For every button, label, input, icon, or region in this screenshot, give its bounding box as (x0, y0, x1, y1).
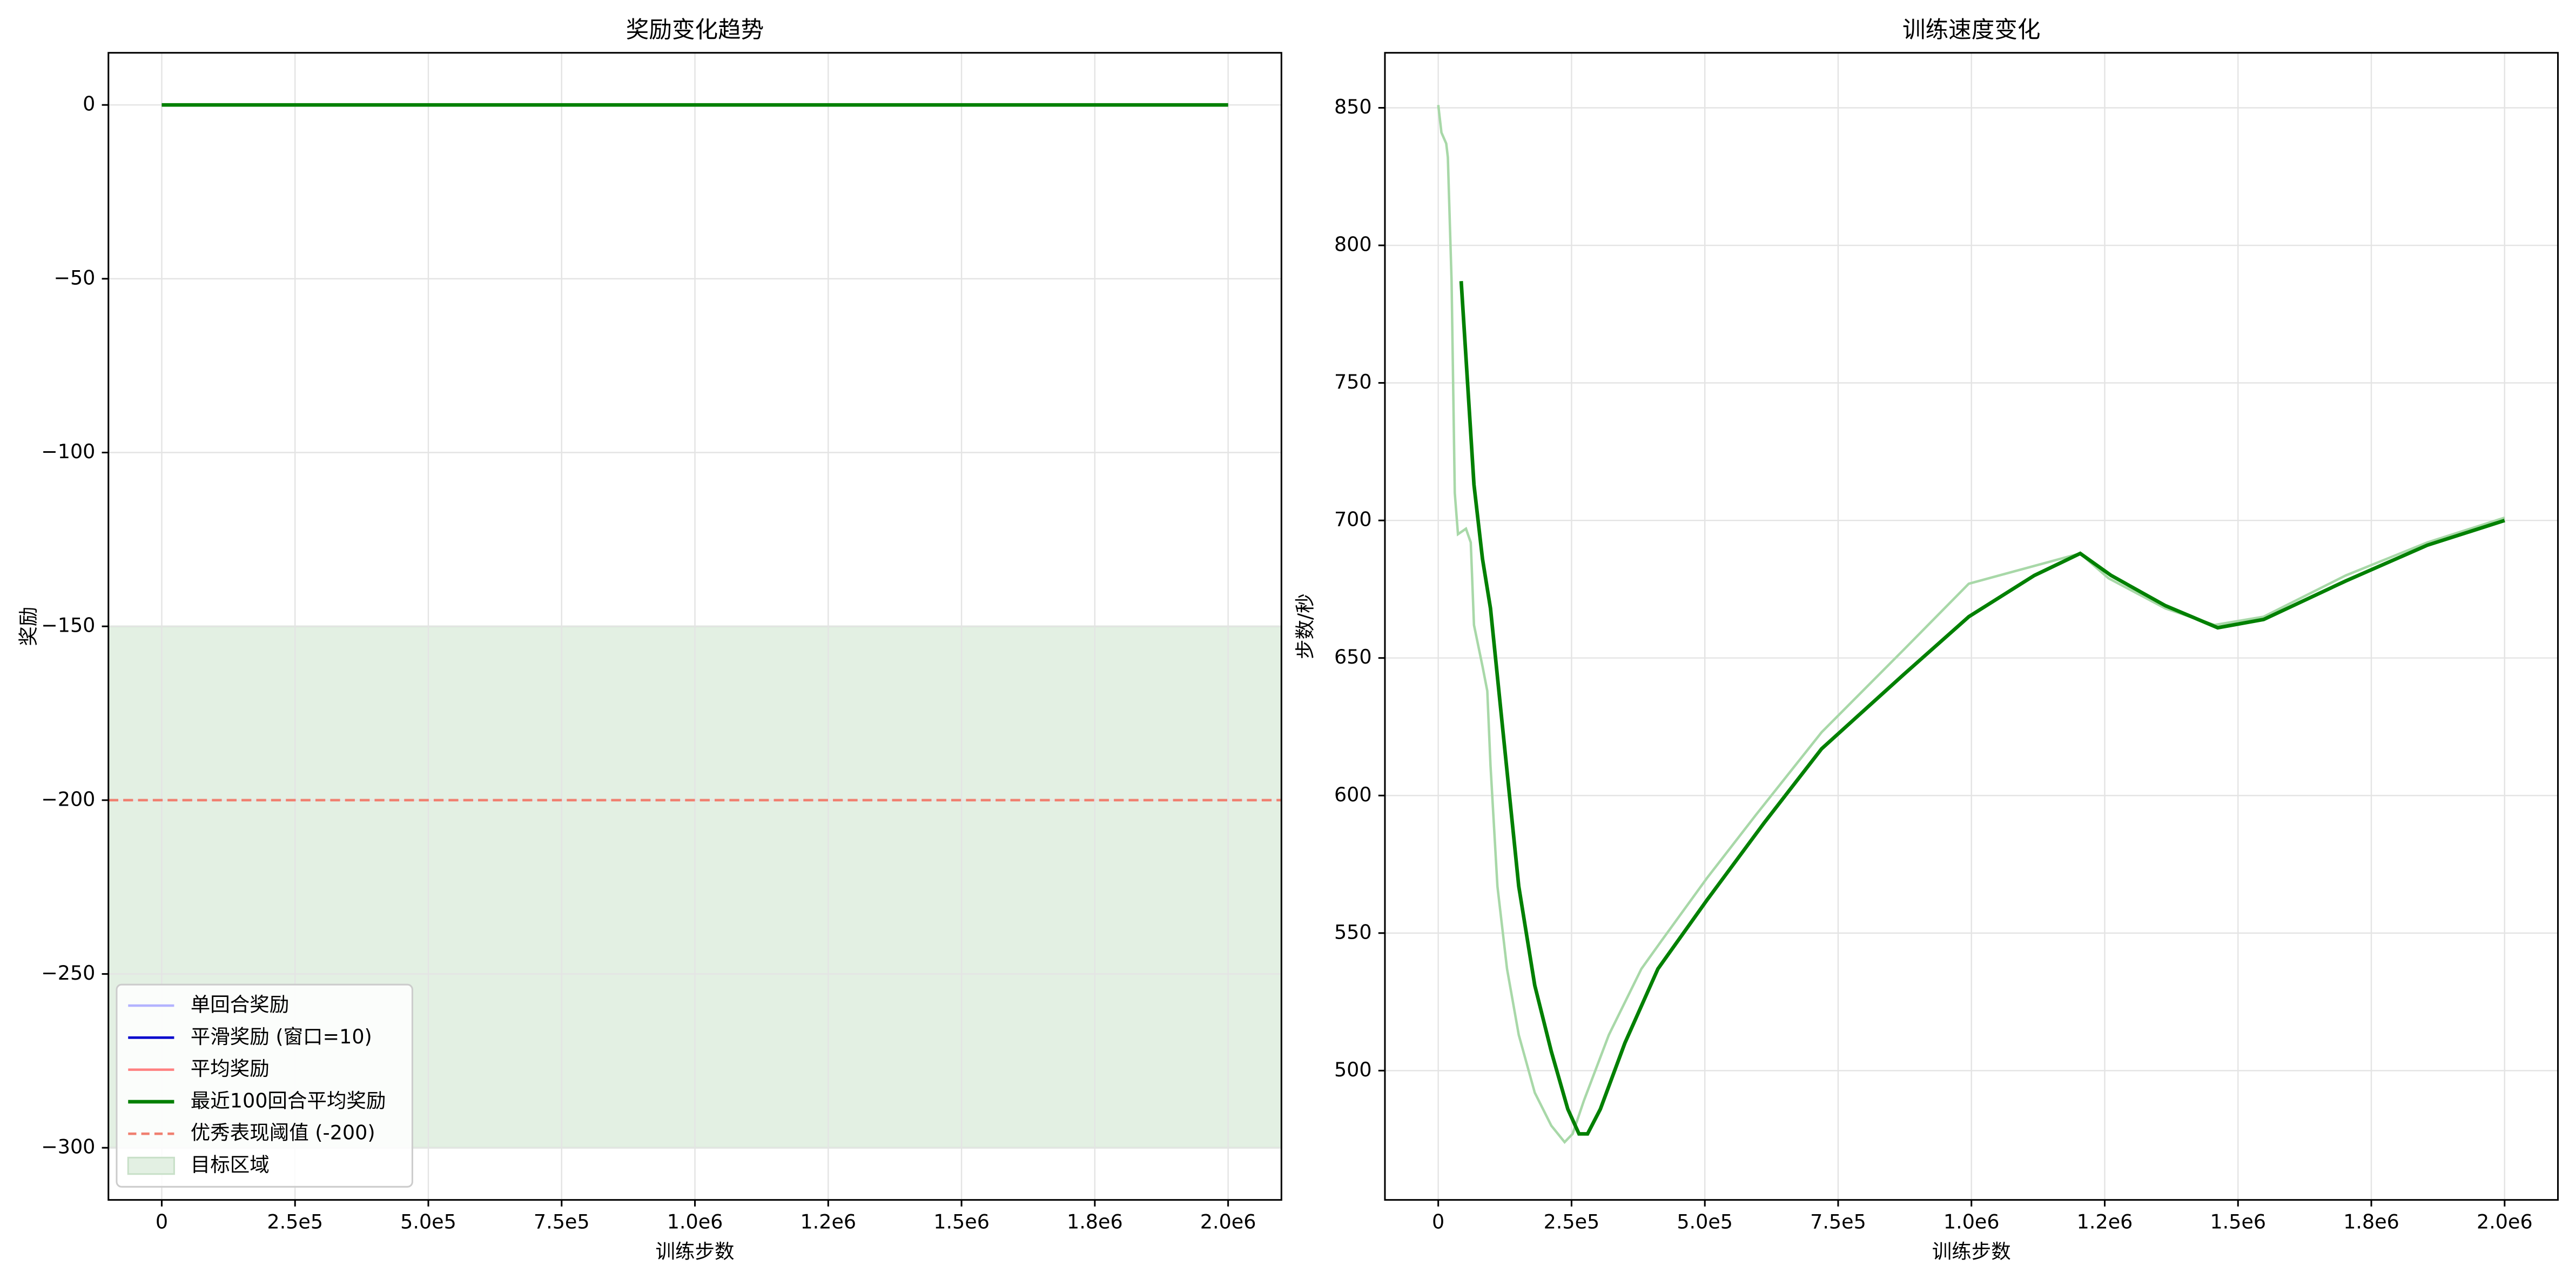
y-tick-label: −100 (41, 440, 95, 463)
chart-panel: 0 2.5e5 5.0e5 7.5e5 1.0e6 1.2e6 1.5e6 1.8e6 2.0e… (17, 17, 1282, 1263)
x-axis-label: 训练步数 (656, 1240, 735, 1263)
legend-label: 单回合奖励 (191, 993, 289, 1016)
y-tick-label: −50 (53, 266, 95, 289)
x-tick-label: 2.5e5 (267, 1210, 323, 1234)
y-tick-label: 750 (1334, 370, 1372, 393)
legend-swatch (127, 1156, 175, 1175)
x-tick-label: 5.0e5 (1677, 1210, 1733, 1234)
y-tick-label: −200 (41, 787, 95, 811)
y-tick-label: 850 (1334, 95, 1372, 118)
legend-label: 平滑奖励 (窗口=10) (191, 1025, 372, 1048)
x-tick-label: 1.5e6 (933, 1210, 990, 1234)
y-tick-label: −300 (41, 1135, 95, 1159)
series-line (1437, 105, 2505, 1144)
x-tick-label: 1.2e6 (2077, 1210, 2133, 1234)
x-tick-label: 7.5e5 (534, 1210, 590, 1234)
y-tick-label: 800 (1334, 233, 1372, 256)
plot-frame (1384, 52, 2559, 1201)
x-tick-label: 2.5e5 (1544, 1210, 1600, 1234)
legend-label: 目标区域 (191, 1153, 270, 1176)
legend-box (116, 983, 413, 1188)
series-line (1459, 281, 2505, 1136)
x-tick-label: 1.5e6 (2210, 1210, 2266, 1234)
y-tick-label: −150 (41, 614, 95, 637)
x-tick-label: 1.8e6 (1067, 1210, 1123, 1234)
x-tick-label: 1.2e6 (800, 1210, 856, 1234)
legend-label: 优秀表现阈值 (-200) (191, 1121, 375, 1144)
y-tick-label: 700 (1334, 508, 1372, 531)
y-tick-label: 500 (1334, 1058, 1372, 1081)
x-tick-label: 1.0e6 (1943, 1210, 2000, 1234)
x-tick-label: 2.0e6 (2477, 1210, 2533, 1234)
x-tick-label: 5.0e5 (400, 1210, 456, 1234)
y-axis-label: 奖励 (17, 607, 40, 646)
y-tick-label: 600 (1334, 783, 1372, 806)
chart-title: 训练速度变化 (1902, 17, 2040, 44)
y-axis-label: 步数/秒 (1293, 593, 1316, 659)
legend-label: 平均奖励 (191, 1057, 270, 1080)
y-tick-label: 0 (83, 92, 95, 116)
x-tick-label: 0 (156, 1210, 168, 1234)
legend-label: 最近100回合平均奖励 (191, 1089, 386, 1112)
y-tick-label: 550 (1334, 920, 1372, 943)
chart-title: 奖励变化趋势 (626, 17, 764, 44)
y-tick-label: 650 (1334, 645, 1372, 668)
x-axis-label: 训练步数 (1932, 1240, 2011, 1263)
x-tick-label: 2.0e6 (1200, 1210, 1256, 1234)
chart-panel: 0 2.5e5 5.0e5 7.5e5 1.0e6 1.2e6 1.5e6 1.8e6 2.0e… (1293, 17, 2559, 1263)
x-tick-label: 1.8e6 (2343, 1210, 2399, 1234)
plot-frame (107, 52, 1282, 1201)
y-tick-label: −250 (41, 961, 95, 985)
x-tick-label: 7.5e5 (1810, 1210, 1866, 1234)
x-tick-label: 1.0e6 (667, 1210, 723, 1234)
x-tick-label: 0 (1432, 1210, 1444, 1234)
